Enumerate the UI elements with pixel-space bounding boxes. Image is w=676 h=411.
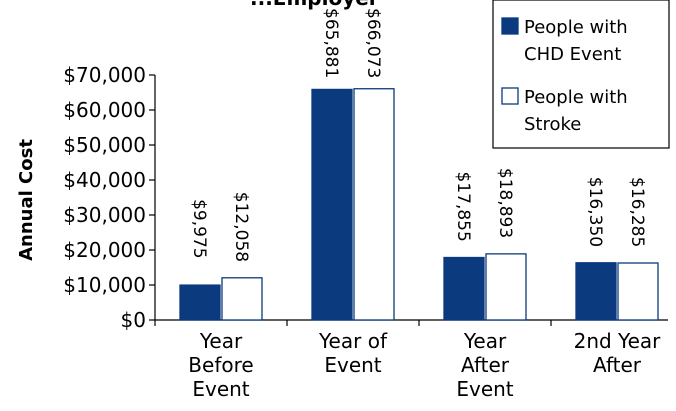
y-axis-ticks: $0 $10,000 $20,000 $30,000 $40,000 $50,000 $60…: [63, 63, 155, 332]
x-tick-label: 2nd Year After: [574, 329, 662, 377]
data-label: $66,073: [363, 8, 383, 78]
bar-stroke: [617, 262, 659, 321]
x-axis-labels: Year Before Event Year of Event Year After Even…: [188, 320, 661, 401]
bars: [179, 88, 659, 321]
legend-box: [492, 0, 670, 149]
legend-label: People with CHD Event: [524, 17, 628, 65]
y-tick-label: $70,000: [63, 63, 146, 87]
y-axis-label: Annual Cost: [16, 139, 37, 261]
data-label: $17,855: [453, 172, 473, 242]
bar-chd: [443, 256, 485, 321]
data-label: $18,893: [495, 168, 515, 238]
bar-stroke: [485, 253, 527, 321]
legend: People with CHD Event People with Stroke: [492, 0, 670, 149]
value-labels: $9,975 $12,058 $65,881 $66,073 $17,855 $18,89…: [189, 8, 647, 262]
bar-stroke: [353, 88, 395, 321]
bar-chd: [311, 88, 353, 321]
bar-stroke: [221, 277, 263, 321]
bar-chd: [575, 262, 617, 321]
y-tick-label: $0: [121, 308, 146, 332]
y-tick-label: $30,000: [63, 203, 146, 227]
y-tick-label: $60,000: [63, 98, 146, 122]
legend-swatch-chd: [501, 17, 519, 35]
y-tick-label: $10,000: [63, 273, 146, 297]
x-tick-label: Year Before Event: [188, 329, 253, 401]
data-label: $16,285: [627, 177, 647, 247]
y-tick-label: $50,000: [63, 133, 146, 157]
chart-title: ...Employer: [250, 0, 379, 10]
data-label: $12,058: [231, 192, 251, 262]
legend-label: People with Stroke: [524, 87, 628, 135]
data-label: $9,975: [189, 199, 209, 258]
y-tick-label: $40,000: [63, 168, 146, 192]
legend-swatch-stroke: [501, 87, 519, 105]
y-tick-label: $20,000: [63, 238, 146, 262]
data-label: $65,881: [321, 8, 341, 78]
x-tick-label: Year After Event: [456, 329, 513, 401]
data-label: $16,350: [585, 177, 605, 247]
x-tick-label: Year of Event: [318, 329, 388, 377]
bar-chd: [179, 284, 221, 321]
